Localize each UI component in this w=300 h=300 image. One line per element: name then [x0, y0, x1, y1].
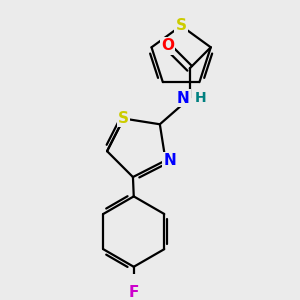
Text: S: S	[118, 111, 129, 126]
Text: O: O	[161, 38, 174, 53]
Text: H: H	[195, 91, 206, 105]
Text: N: N	[163, 153, 176, 168]
Text: S: S	[176, 18, 187, 33]
Text: N: N	[176, 91, 189, 106]
Text: F: F	[129, 285, 139, 300]
